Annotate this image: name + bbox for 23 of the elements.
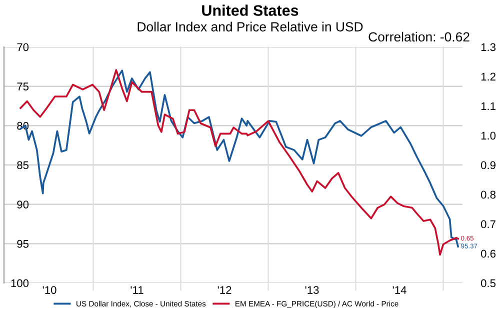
- x-tick-label: '14: [392, 286, 406, 294]
- text: Correlation: -0.62: [368, 32, 470, 42]
- y2-tick-label: 0.5: [480, 279, 496, 288]
- y2-tick-label: 0.6: [480, 250, 496, 258]
- y2-tick-label: 0.9: [480, 161, 496, 170]
- y2-tick-label: 0.8: [480, 190, 496, 199]
- y2-tick-label: 1.1: [481, 102, 496, 110]
- y2-tick-label: 1.3: [481, 43, 496, 52]
- y-tick-label: 90: [17, 200, 29, 208]
- chart-subtitle: Dollar Index and Price Relative in USD: [138, 22, 363, 32]
- y-tick-label: 75: [17, 82, 29, 90]
- chart-title: United States: [202, 4, 298, 16]
- y-tick-label: 70: [17, 43, 29, 52]
- y-tick-label: 85: [17, 161, 29, 170]
- y-tick-label: 100: [11, 279, 29, 288]
- x-tick-label: '13: [305, 286, 319, 294]
- y2-tick-label: 1.2: [481, 72, 496, 80]
- y2-tick-label: 1.0: [481, 132, 496, 140]
- x-tick-label: '12: [218, 286, 232, 294]
- y2-tick-label: 0.7: [480, 220, 496, 228]
- x-tick-label: '11: [130, 286, 144, 294]
- x-tick-label: '10: [42, 286, 56, 294]
- y-tick-label: 95: [17, 240, 29, 248]
